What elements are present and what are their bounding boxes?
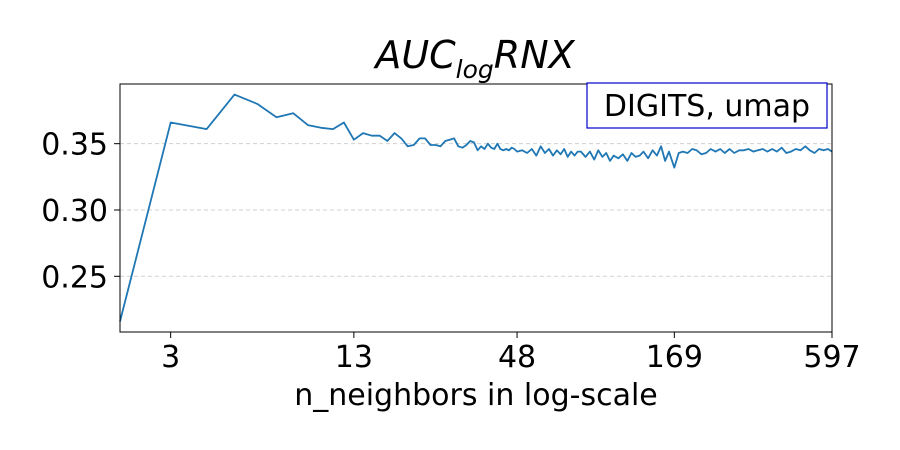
y-tick-label: 0.30 (41, 194, 108, 229)
chart-title: AUClogRNX (372, 33, 575, 84)
data-series (119, 93, 833, 322)
legend-box: DIGITS, umap (586, 82, 828, 129)
x-tick-label: 13 (335, 340, 373, 375)
y-axis-ticks: 0.25 0.30 0.35 (41, 128, 120, 295)
x-tick-label: 169 (646, 340, 703, 375)
x-tick-label: 597 (803, 340, 860, 375)
title-rest: RNX (494, 33, 576, 77)
title-subscript: log (456, 55, 494, 84)
x-tick-label: 3 (161, 340, 180, 375)
x-axis-label: n_neighbors in log-scale (294, 378, 658, 413)
plot-area-frame (119, 83, 833, 333)
x-tick-label: 48 (498, 340, 536, 375)
x-axis-ticks: 3 13 48 169 597 (161, 332, 861, 375)
series-line (119, 93, 833, 322)
y-tick-label: 0.35 (41, 128, 108, 163)
legend-border (586, 82, 828, 129)
title-base: AUC (372, 33, 456, 77)
legend-label: DIGITS, umap (604, 89, 810, 124)
y-tick-label: 0.25 (41, 260, 108, 295)
grid-lines (120, 143, 832, 277)
